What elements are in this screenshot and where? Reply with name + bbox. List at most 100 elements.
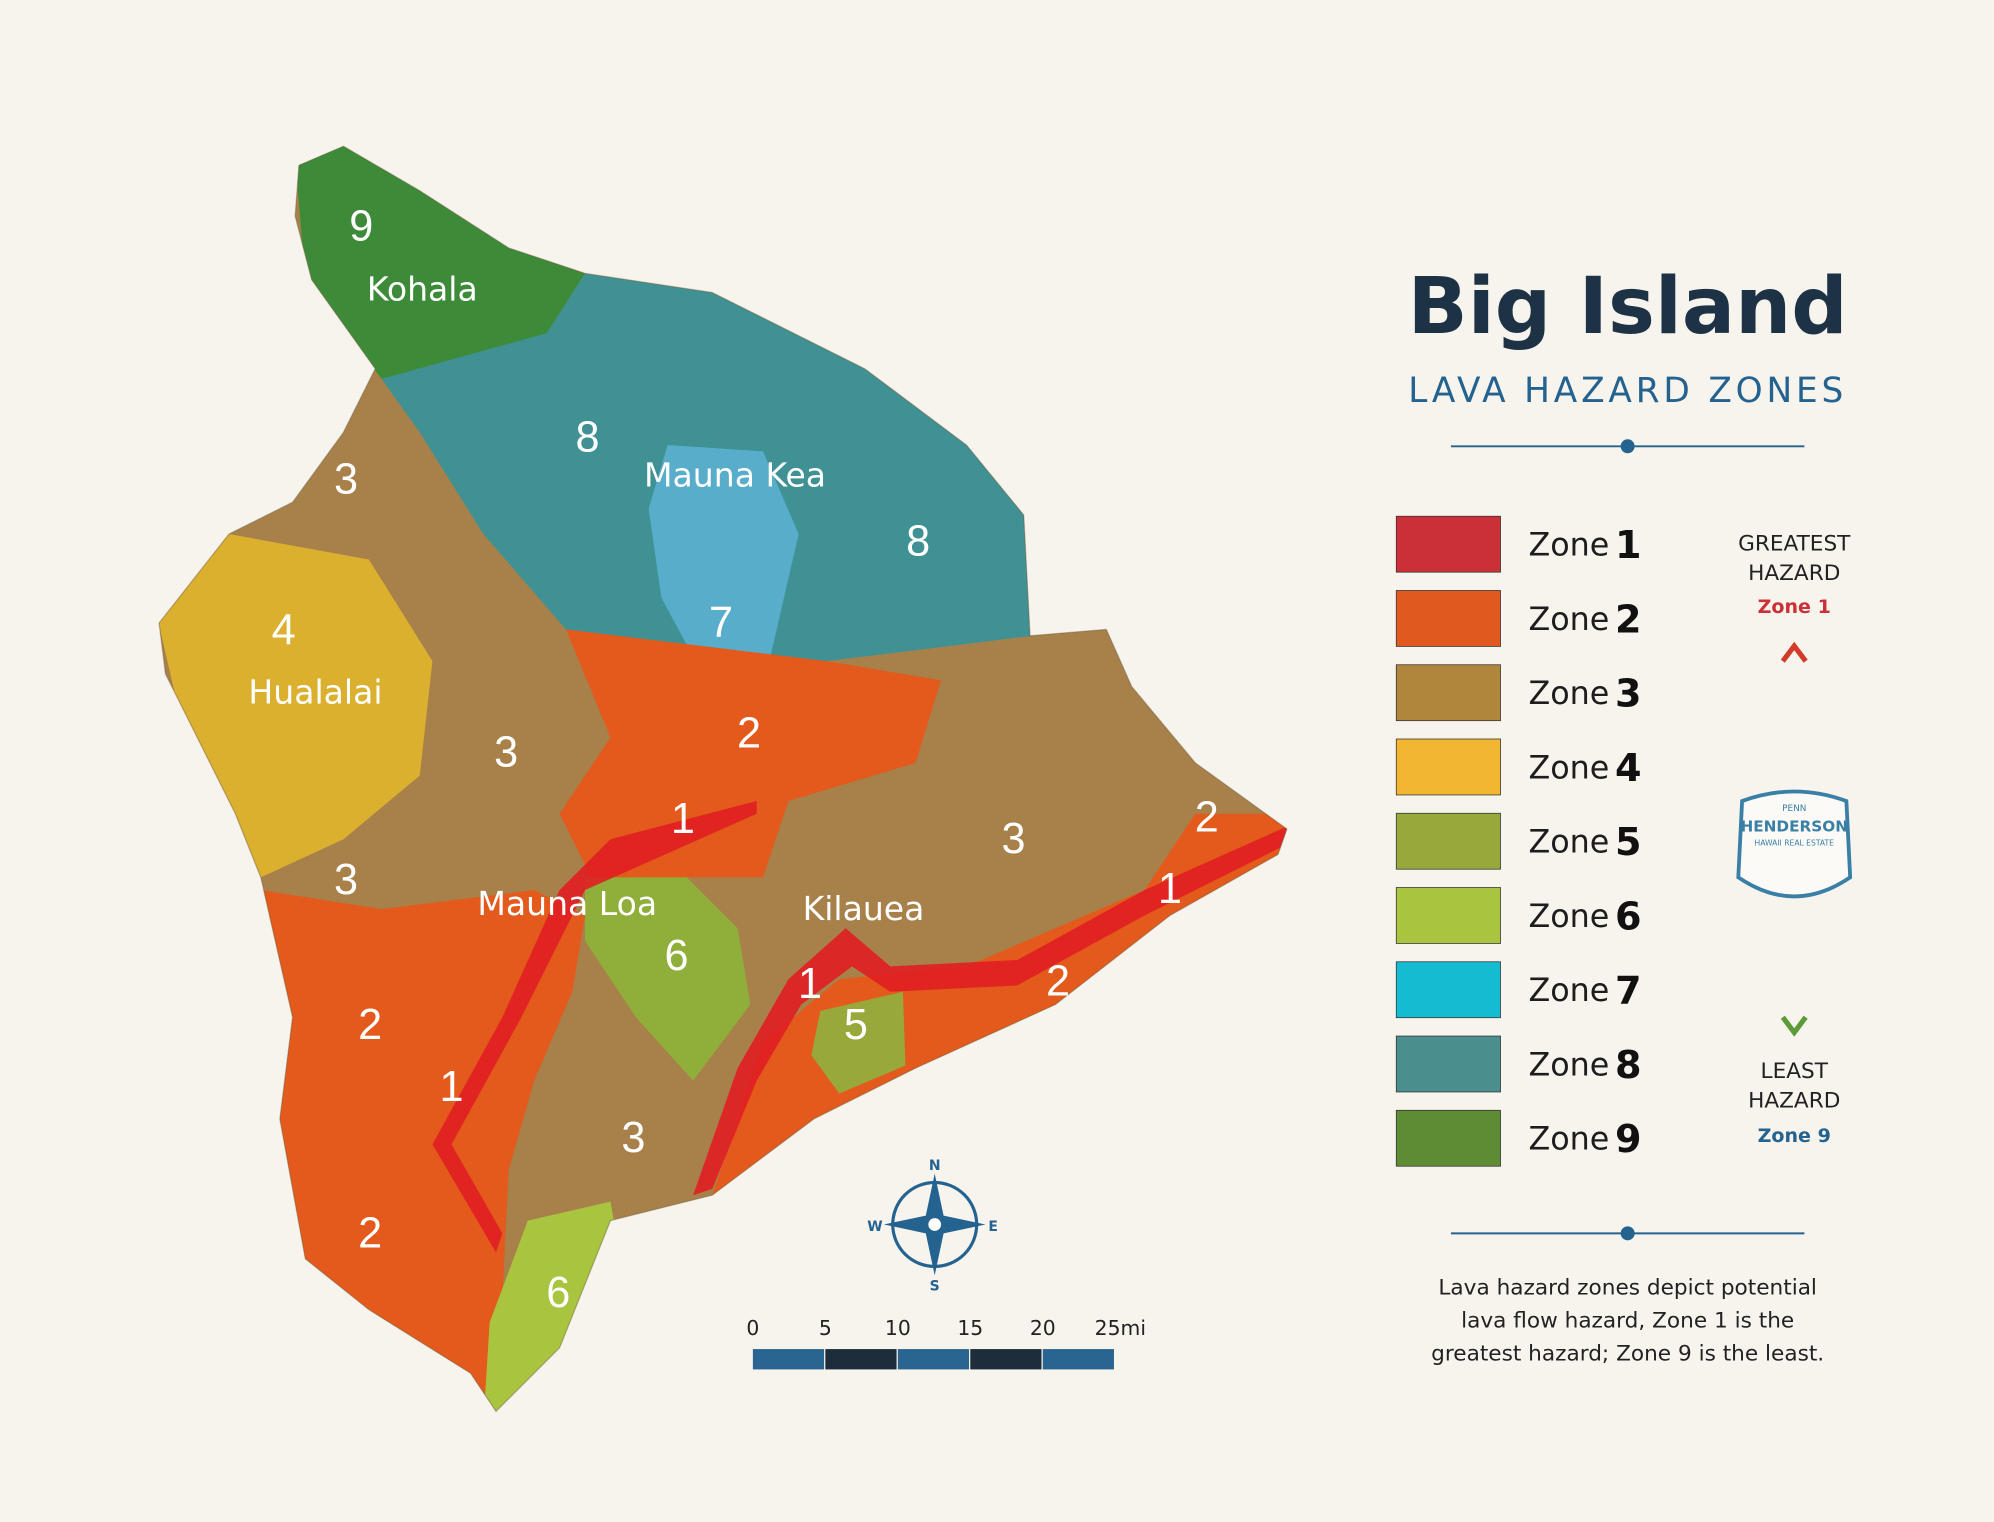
zone-number: 2 [1195, 794, 1219, 842]
arrow-head [1780, 641, 1808, 663]
zone-number: 1 [671, 795, 695, 843]
legend-swatch [1395, 590, 1501, 647]
scale-label: 0 [746, 1316, 759, 1340]
zone-number: 1 [439, 1063, 463, 1111]
legend-swatch [1395, 664, 1501, 722]
legend-swatch [1395, 887, 1501, 944]
logo-text: HAWAII REAL ESTATE [1755, 839, 1835, 848]
note: Lava hazard zones depict potential lava … [1431, 1275, 1824, 1366]
scale-label: 15 [957, 1316, 983, 1340]
place-names: Kohala Mauna Kea Hualalai Mauna Loa Kila… [248, 270, 924, 928]
note-line: Lava hazard zones depict potential [1438, 1275, 1817, 1300]
arrow-head [1780, 1015, 1808, 1037]
zone-number: 6 [665, 932, 689, 980]
zone-number: 1 [798, 960, 822, 1008]
title: Big Island [1408, 260, 1848, 352]
place-name: Mauna Kea [644, 455, 826, 494]
zone-2-area [559, 629, 942, 891]
legend-swatch [1395, 515, 1501, 573]
legend-swatch [1395, 1109, 1501, 1167]
hazard-bottom-text: HAZARD [1748, 1088, 1840, 1113]
legend-swatch [1395, 1035, 1501, 1093]
place-name: Kilauea [803, 889, 925, 928]
zone-number: 2 [737, 710, 761, 758]
compass-n: N [929, 1158, 941, 1174]
zone-number: 2 [358, 1209, 382, 1257]
legend-label: Zone [1528, 825, 1609, 861]
scale-segment [1042, 1349, 1114, 1370]
zone-number: 3 [1002, 815, 1026, 863]
zone-1-area [432, 801, 757, 1253]
zone-number: 8 [576, 413, 600, 461]
zone-number: 3 [494, 729, 518, 777]
zone-number: 8 [906, 518, 930, 566]
legend-number: 7 [1615, 969, 1642, 1013]
place-name: Mauna Loa [477, 884, 657, 923]
scale-bar: 0 5 10 15 20 25mi [746, 1316, 1146, 1370]
scale-label: 5 [819, 1316, 832, 1340]
compass-w: W [867, 1219, 882, 1235]
hazard-scale: GREATEST HAZARD Zone 1 PENN HENDERSON HA… [1736, 532, 1853, 1147]
hazard-top-text: GREATEST [1738, 532, 1851, 557]
legend-swatch [1395, 738, 1501, 796]
legend-number: 5 [1615, 820, 1642, 864]
divider-dot [1620, 1226, 1635, 1241]
scale-segment [752, 1349, 825, 1370]
legend-number: 9 [1615, 1117, 1642, 1161]
logo-badge [1736, 789, 1853, 899]
zone-number: 3 [334, 455, 358, 503]
zone-number: 3 [621, 1114, 645, 1162]
subtitle: LAVA HAZARD ZONES [1408, 371, 1847, 411]
legend-swatch [1395, 961, 1501, 1019]
zone-number: 5 [844, 1001, 868, 1049]
divider-dot [1620, 439, 1635, 454]
legend-label: Zone [1528, 1122, 1609, 1158]
logo-text: PENN [1782, 804, 1806, 814]
compass-e: E [988, 1219, 998, 1235]
legend-swatch [1395, 812, 1501, 870]
legend-label: Zone [1528, 1047, 1609, 1083]
legend-number: 2 [1615, 597, 1642, 641]
zone-number: 1 [1158, 865, 1182, 913]
zone-number: 3 [334, 856, 358, 904]
zone-numbers: 9 8 8 7 3 4 3 2 2 1 3 1 3 6 1 2 5 2 1 3 … [272, 202, 1219, 1317]
legend-number: 1 [1615, 523, 1642, 567]
scale-segment [970, 1349, 1042, 1370]
hazard-bottom-zone: Zone 9 [1758, 1125, 1831, 1147]
zone-number: 4 [272, 607, 296, 655]
zone-number: 7 [709, 599, 733, 647]
legend-number: 8 [1615, 1043, 1642, 1087]
place-name: Hualalai [248, 673, 382, 712]
note-line: lava flow hazard, Zone 1 is the [1461, 1308, 1794, 1333]
zone-1-area [693, 826, 1287, 1196]
legend-label: Zone [1528, 973, 1609, 1009]
hazard-bottom-text: LEAST [1761, 1059, 1829, 1084]
hazard-top-zone: Zone 1 [1758, 596, 1831, 618]
note-line: greatest hazard; Zone 9 is the least. [1431, 1342, 1824, 1367]
place-name: Kohala [367, 270, 478, 309]
hazard-top-text: HAZARD [1748, 561, 1840, 586]
legend-number: 3 [1615, 672, 1642, 716]
zone-number: 2 [358, 1001, 382, 1049]
scale-segment [825, 1349, 897, 1370]
compass-s: S [930, 1279, 940, 1295]
legend-label: Zone [1528, 899, 1609, 935]
scale-label: 20 [1030, 1316, 1056, 1340]
zone-number: 2 [1046, 958, 1070, 1006]
zone-number: 9 [349, 202, 373, 250]
legend-label: Zone [1528, 750, 1609, 786]
logo-text: HENDERSON [1740, 818, 1847, 836]
zone-5-area [811, 991, 906, 1094]
zone-6-area [483, 1201, 624, 1412]
zone-number: 6 [546, 1269, 570, 1317]
scale-segment [897, 1349, 970, 1370]
compass: N W E S [867, 1158, 998, 1295]
legend-number: 6 [1615, 894, 1642, 938]
zone-6-area [585, 877, 751, 1081]
zone-7-area [648, 445, 799, 681]
legend-label: Zone [1528, 676, 1609, 712]
scale-label: 25mi [1095, 1316, 1146, 1340]
